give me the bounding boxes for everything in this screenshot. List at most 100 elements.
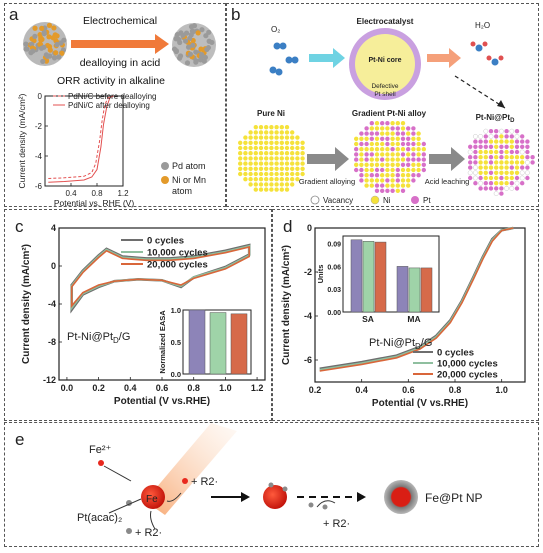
ni-icon xyxy=(370,195,380,205)
chart-c-legend-label-1: 10,000 cycles xyxy=(147,248,208,259)
chart-d-xtick-label: 1.0 xyxy=(495,385,508,395)
chart-d-inset-bar-MA-1 xyxy=(408,267,421,313)
chart-d-ytick-label: 0 xyxy=(307,223,312,233)
h2o-label: H₂O xyxy=(475,21,490,30)
chart-a-xtick-label: 0.4 xyxy=(65,189,77,198)
chart-c-xtick-label: 1.2 xyxy=(251,383,264,393)
chart-d-inset-bar-MA-2 xyxy=(420,267,433,313)
h2o-arrow xyxy=(427,48,461,68)
panel-c-label: c xyxy=(15,217,24,236)
gradient-alloy-lattice xyxy=(354,121,426,193)
chart-d-ytick-label: -6 xyxy=(304,355,312,365)
acid-leaching-arrow xyxy=(429,147,465,171)
chart-d-inset-bar-MA-0 xyxy=(396,266,409,313)
chart-d-inset-bar-SA-2 xyxy=(374,241,387,313)
chart-c-ytick-label: -4 xyxy=(48,299,56,309)
o2-arrow xyxy=(309,48,345,68)
pd-atom-icon xyxy=(161,162,169,170)
chart-d-catalyst-label: Pt-Ni@PtD/G xyxy=(369,337,432,351)
chart-d-legend-label-1: 10,000 cycles xyxy=(437,359,498,370)
chart-c-inset-bar-1 xyxy=(209,312,227,375)
chart-d-legend-label-2: 20,000 cycles xyxy=(437,370,498,381)
fe2-label: Fe²⁺ xyxy=(89,444,112,456)
chart-c-xtick-label: 0.0 xyxy=(61,383,74,393)
pdni-particle-after xyxy=(171,23,216,67)
vacancy-icon xyxy=(310,195,320,205)
chart-a-frame xyxy=(44,95,124,187)
final-label: Pt-Ni@PtD xyxy=(476,113,515,124)
chart-c-xtick-label: 1.0 xyxy=(219,383,232,393)
pt-atom-2 xyxy=(126,528,132,534)
chart-c-inset-bar-0 xyxy=(188,309,206,375)
ni-atom-label-2: atom xyxy=(172,186,192,196)
chart-d-inset-ytick: 0.09 xyxy=(327,242,341,249)
panel-d: d 0.2 0.4 0.6 0.8 1.0 0 -2 -4 -6 Potential (V vs.… xyxy=(272,209,539,421)
pt-acac-label: Pt(acac)₂ xyxy=(77,512,122,524)
chart-d-inset-bar-SA-0 xyxy=(350,239,363,313)
chart-d-xlabel: Potential (V vs.RHE) xyxy=(372,398,468,409)
chart-d-inset-ytick: 0.03 xyxy=(327,287,341,294)
chart-d-ytick-label: -2 xyxy=(304,267,312,277)
panel-b-svg: b O₂ Electrocatalyst Pt-Ni core Defectiv… xyxy=(231,5,535,205)
electrocatalyst-label: Electrocatalyst xyxy=(357,17,414,26)
chart-a-ytick-label: -4 xyxy=(35,152,43,161)
chart-a-xtick-label: 1.2 xyxy=(117,189,129,198)
chart-d-ytick-label: -4 xyxy=(304,311,312,321)
chart-c-series-2 xyxy=(70,245,250,309)
chart-c-xlabel: Potential (V vs.RHE) xyxy=(114,396,210,407)
panel-e: e Fe²⁺ + R2· Fe Pt(acac)₂ + R2· xyxy=(4,422,539,547)
chart-a: 0.4 0.8 1.2 0 -2 -4 -6 Potential vs. RHE (V) Cur… xyxy=(17,92,157,208)
r2-bottom-label: + R2· xyxy=(135,527,162,539)
o2-molecules xyxy=(269,42,299,76)
chart-c-ytick-label: -12 xyxy=(43,375,56,385)
chart-d-series-2 xyxy=(319,227,514,372)
chart-a-ylabel: Current density (mA/cm²) xyxy=(17,93,27,188)
chart-c: 0.0 0.2 0.4 0.6 0.8 1.0 1.2 4 0 -4 -8 -12 Potential … xyxy=(21,223,266,407)
chart-c-inset-bar-2 xyxy=(230,313,248,375)
vacancy-label: Vacancy xyxy=(323,196,353,205)
dealloying-arrow xyxy=(71,34,169,54)
chart-c-ytick-label: 0 xyxy=(51,261,56,271)
ni-atom-icon xyxy=(161,176,169,184)
gradient-alloying-label: Gradient alloying xyxy=(299,177,355,186)
gradient-label: Gradient Pt-Ni alloy xyxy=(352,109,427,118)
ni-atom-label: Ni or Mn xyxy=(172,175,206,185)
chart-c-catalyst-label: Pt-Ni@PtD/G xyxy=(67,331,130,345)
r2-top-label: + R2· xyxy=(191,476,218,488)
dashed-link-arrow xyxy=(454,75,506,109)
pure-ni-lattice xyxy=(238,125,305,192)
product-label: Fe@Pt NP xyxy=(425,491,483,505)
chart-c-ytick-label: -8 xyxy=(48,337,56,347)
chart-c-xtick-label: 0.6 xyxy=(156,383,169,393)
shell-label-1: Defective xyxy=(371,83,398,90)
process-line1: Electrochemical xyxy=(83,15,157,27)
chart-d-legend-label-0: 0 cycles xyxy=(437,348,474,359)
panel-e-svg: e Fe²⁺ + R2· Fe Pt(acac)₂ + R2· xyxy=(15,423,483,539)
chart-c-inset-ylabel: Normalized EASA xyxy=(158,310,167,374)
chart-a-ytick-label: 0 xyxy=(38,92,43,101)
panel-b-label: b xyxy=(231,5,240,24)
chart-a-ytick-label: -6 xyxy=(35,182,43,191)
panel-a: a Electrochemical dealloying in acid ORR… xyxy=(4,3,226,208)
chart-c-ylabel: Current density (mA/cm²) xyxy=(21,244,32,364)
chart-a-legend-label-0: PdNi/C before dealloying xyxy=(68,92,157,101)
chart-a-xlabel: Potential vs. RHE (V) xyxy=(54,198,134,208)
chart-c-xtick-label: 0.4 xyxy=(124,383,137,393)
chart-d-xtick-label: 0.2 xyxy=(309,385,322,395)
chart-a-series-0 xyxy=(48,95,114,179)
panel-a-label: a xyxy=(9,5,19,24)
chart-d-xtick-label: 0.4 xyxy=(355,385,368,395)
r2-mid-label: + R2· xyxy=(323,518,350,530)
chart-d-ylabel: Current density (mA/cm²) xyxy=(281,245,292,365)
chart-c-xtick-label: 0.2 xyxy=(92,383,105,393)
fe-label: Fe xyxy=(146,494,158,505)
pd-atom-label: Pd atom xyxy=(172,161,206,171)
chart-d-frame xyxy=(314,227,526,383)
h2o-molecules xyxy=(470,41,504,66)
gradient-alloying-arrow xyxy=(307,147,349,171)
panel-d-label: d xyxy=(283,217,292,236)
ni-label: Ni xyxy=(383,196,391,205)
chart-d-inset-category-MA: MA xyxy=(407,314,420,324)
laser-beam xyxy=(145,423,237,515)
